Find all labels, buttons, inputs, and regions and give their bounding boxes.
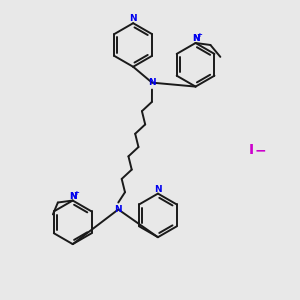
Text: N: N: [69, 192, 76, 201]
Text: +: +: [74, 190, 80, 196]
Text: N: N: [154, 184, 162, 194]
Text: N: N: [129, 14, 137, 23]
Text: I: I: [248, 143, 253, 157]
Text: N: N: [148, 78, 156, 87]
Text: N: N: [69, 192, 76, 201]
Text: N: N: [192, 34, 200, 43]
Text: N: N: [192, 34, 200, 43]
Text: +: +: [196, 32, 202, 38]
Text: N: N: [115, 205, 122, 214]
Text: −: −: [254, 143, 266, 157]
